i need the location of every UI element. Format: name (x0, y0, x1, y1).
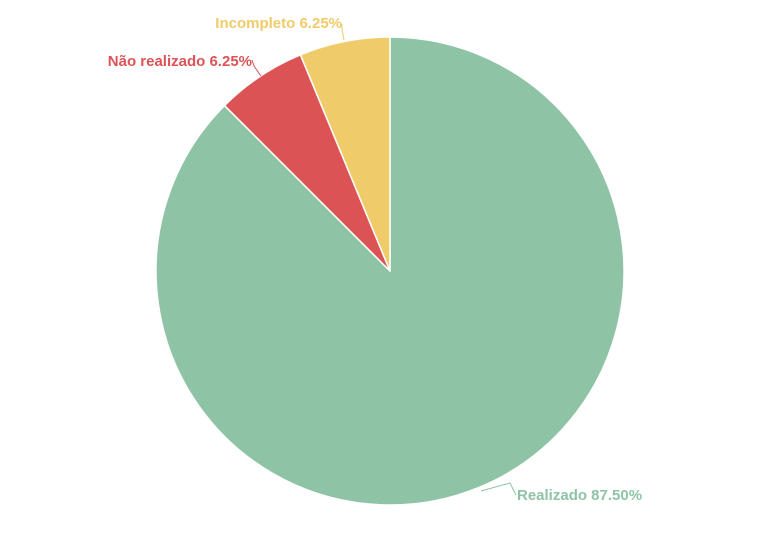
leader-lines-layer (251, 24, 517, 496)
slice-label-incompleto: Incompleto 6.25% (215, 15, 342, 32)
leader-line-realizado (480, 482, 517, 496)
slice-label-nao-realizado: Não realizado 6.25% (108, 53, 252, 70)
labels-layer: Realizado 87.50% Não realizado 6.25% Incom… (108, 15, 642, 504)
pie-slice-incompleto[interactable] (299, 36, 391, 272)
leader-line-incompleto (341, 24, 345, 41)
slices-layer (155, 36, 625, 506)
slice-label-realizado: Realizado 87.50% (517, 487, 642, 504)
leader-line-nao-realizado (251, 59, 262, 77)
